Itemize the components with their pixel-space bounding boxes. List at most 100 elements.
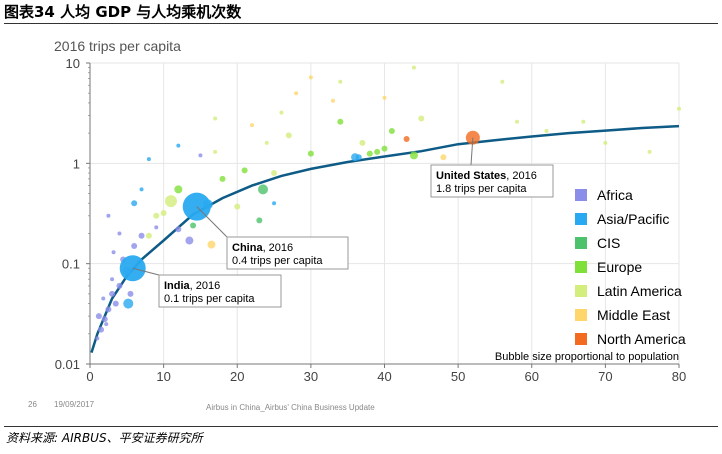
bubble-point <box>647 149 652 154</box>
x-tick-label: 0 <box>86 369 93 384</box>
bubble-point <box>145 232 152 239</box>
bubble-point <box>131 242 138 249</box>
bubble-point <box>338 79 343 84</box>
bubble-point <box>207 240 216 249</box>
x-tick-label: 30 <box>304 369 318 384</box>
bubble-point <box>258 184 269 195</box>
annotation-box <box>226 236 349 270</box>
legend-swatch <box>575 333 587 345</box>
legend-swatch <box>575 309 587 321</box>
bubble-point <box>219 175 226 182</box>
bubble-point <box>234 203 241 210</box>
trend-curve-line <box>90 124 680 353</box>
bubble-point <box>154 225 159 230</box>
footer-date: 19/09/2017 <box>54 400 95 409</box>
annotation-detail: 0.4 trips per capita <box>232 255 323 267</box>
legend-swatch <box>575 189 587 201</box>
legend-note: Bubble size proportional to population <box>495 351 679 363</box>
footer-page-number: 26 <box>28 400 37 409</box>
annotation-leader <box>196 206 228 238</box>
bubble-point <box>307 150 314 157</box>
legend-label: Africa <box>597 187 633 203</box>
bubble-point <box>95 313 102 320</box>
bubble-point <box>337 118 344 125</box>
bubble-point <box>131 200 138 207</box>
bubble-point <box>213 149 218 154</box>
bubble-point <box>544 129 549 134</box>
bubble-point <box>198 153 203 158</box>
y-tick-label: 1 <box>73 156 80 171</box>
bubble-point <box>294 91 299 96</box>
annotation-title: China, 2016 <box>232 242 293 254</box>
x-tick-label: 10 <box>156 369 170 384</box>
bubble-point <box>110 277 115 282</box>
bubble-point <box>249 123 254 128</box>
bubble-point <box>106 213 111 218</box>
annotation-leader <box>470 137 474 166</box>
bubble-point <box>677 106 681 111</box>
legend: Africa Asia/Pacific CIS Europe Latin America… <box>495 187 686 363</box>
title-rule <box>4 23 718 24</box>
source-note: 资料来源: AIRBUS、平安证券研究所 <box>6 431 203 445</box>
bubble-point <box>101 316 108 323</box>
bubble-point <box>515 119 520 124</box>
bubble-point <box>116 282 123 289</box>
bubble-point <box>95 336 100 341</box>
bubble-point <box>139 187 144 192</box>
bubble-point <box>185 236 194 245</box>
annotation-title: India, 2016 <box>164 280 220 292</box>
chart-title: 2016 trips per capita <box>54 38 181 54</box>
annotation-detail: 0.1 trips per capita <box>164 293 255 305</box>
legend-swatch <box>575 285 587 297</box>
bubble-point <box>581 119 586 124</box>
legend-label: Middle East <box>597 307 670 323</box>
bubble-point <box>351 153 360 162</box>
axes: 0 10 20 30 40 50 60 70 80 0.01 0.1 1 10 <box>55 56 687 384</box>
bubble-point <box>256 217 263 224</box>
legend-swatch <box>575 237 587 249</box>
bubble-point <box>146 157 151 162</box>
bubble-point <box>117 231 122 236</box>
bubble-point <box>164 195 177 208</box>
bubble-point <box>366 150 373 157</box>
bubble-point <box>403 135 410 142</box>
x-tick-label: 60 <box>525 369 539 384</box>
bubble-point <box>330 98 335 103</box>
annotation-detail: 1.8 trips per capita <box>436 183 527 195</box>
trend-curve <box>90 124 680 353</box>
bubble-point <box>388 128 395 135</box>
annotation-title: United States, 2016 <box>436 170 537 182</box>
grid-lines <box>90 62 680 364</box>
bubble-point <box>382 95 387 100</box>
legend-label: Asia/Pacific <box>597 211 669 227</box>
annotation-leader <box>132 267 160 276</box>
bubble-point <box>101 296 106 301</box>
bubble-point <box>190 222 197 229</box>
legend-label: CIS <box>597 235 620 251</box>
legend-swatch <box>575 261 587 273</box>
bubble-point <box>160 209 167 216</box>
y-tick-label: 0.1 <box>62 257 80 272</box>
bubble-point <box>175 226 182 233</box>
bubble-point <box>112 300 119 307</box>
x-tick-label: 50 <box>451 369 465 384</box>
bubble-point <box>213 116 218 121</box>
bubble-point <box>374 148 381 155</box>
bubble-point <box>500 79 505 84</box>
bubble-point <box>308 75 313 80</box>
figure-title: 图表34 人均 GDP 与人均乘机次数 <box>4 3 242 21</box>
legend-label: Europe <box>597 259 642 275</box>
legend-label: North America <box>597 331 686 347</box>
bubble-point <box>271 170 278 177</box>
annotation-box <box>430 164 554 198</box>
x-tick-label: 70 <box>598 369 612 384</box>
bubble-point <box>241 167 248 174</box>
y-tick-label: 0.01 <box>55 357 80 372</box>
bubble-point <box>279 110 284 115</box>
bubble-point <box>109 290 116 297</box>
bubble-point <box>440 154 447 161</box>
annotation-box <box>158 274 282 308</box>
bubble-point <box>123 298 134 309</box>
